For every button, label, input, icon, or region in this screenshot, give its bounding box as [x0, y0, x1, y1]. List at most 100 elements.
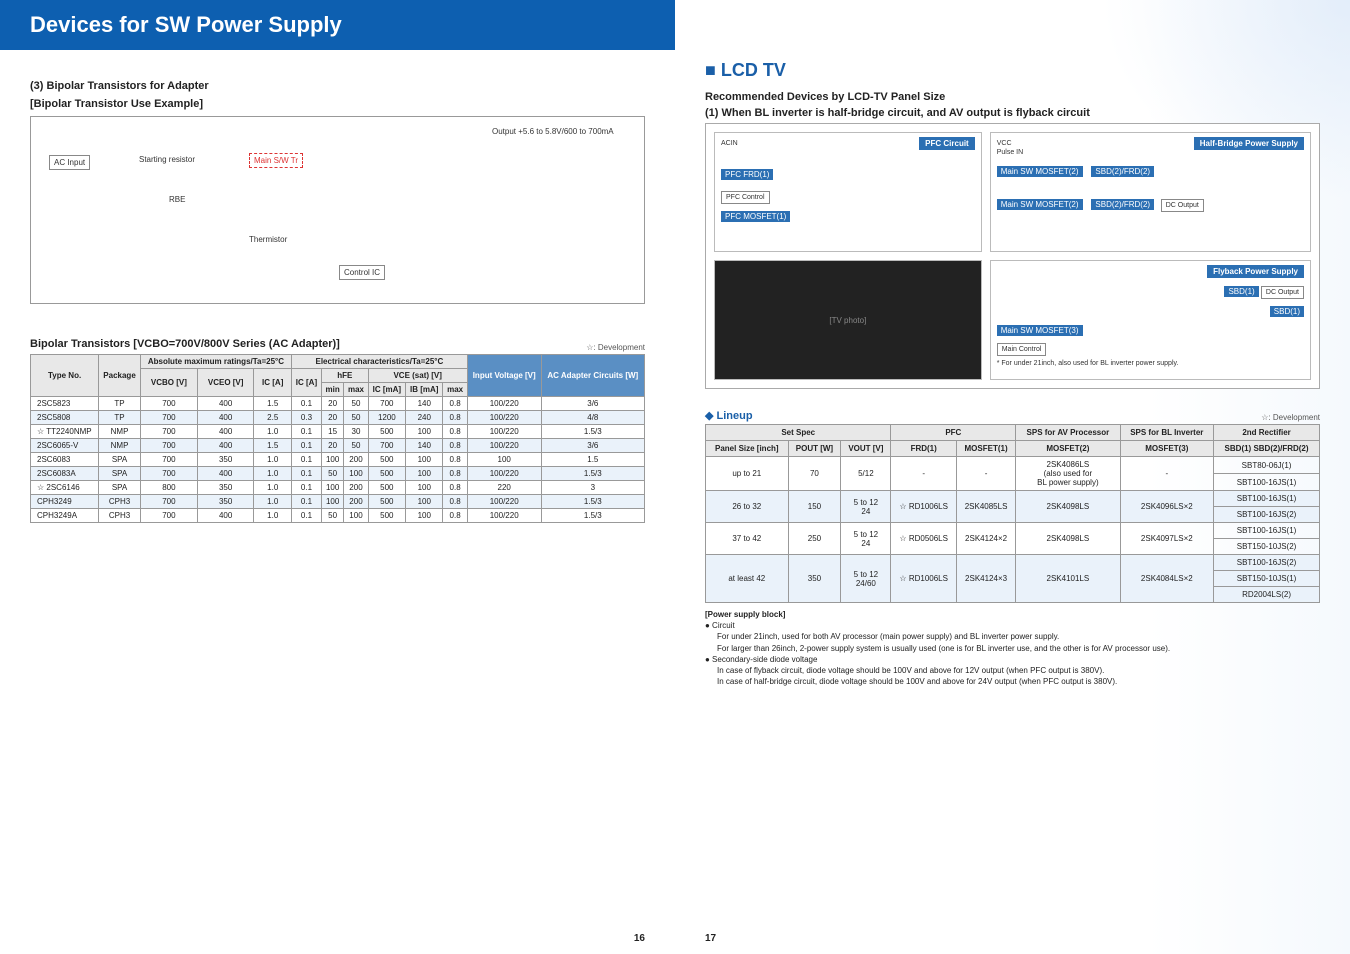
table-cell: 3	[541, 481, 644, 495]
table-cell: 50	[344, 439, 368, 453]
bipolar-tbody: 2SC5823TP7004001.50.120507001400.8100/22…	[31, 397, 645, 523]
table-cell: CPH3249	[31, 495, 99, 509]
fb-dc-out: DC Output	[1261, 286, 1304, 299]
table-cell: 350	[197, 453, 253, 467]
hb-dc-out: DC Output	[1161, 199, 1204, 212]
table-cell: 50	[344, 397, 368, 411]
dev-note-left: ☆: Development	[586, 343, 645, 352]
fn-b1: ● Circuit	[705, 620, 1320, 631]
table-cell: CPH3249A	[31, 509, 99, 523]
table-cell: 3/6	[541, 397, 644, 411]
lcd-tv-text: ■ LCD TV	[705, 60, 786, 80]
table-cell: 700	[140, 411, 197, 425]
th-input-voltage: Input Voltage [V]	[467, 355, 541, 397]
table-cell: NMP	[99, 425, 141, 439]
table-cell: ☆ 2SC6146	[31, 481, 99, 495]
table-cell: SBT100-16JS(2)	[1214, 555, 1320, 571]
th-max: max	[344, 383, 368, 397]
th-package: Package	[99, 355, 141, 397]
table-cell: 0.8	[443, 509, 467, 523]
table-cell: 2.5	[254, 411, 292, 425]
th-sbd: SBD(1) SBD(2)/FRD(2)	[1214, 441, 1320, 457]
table-cell: 1.0	[254, 495, 292, 509]
table-cell: 100	[467, 453, 541, 467]
table-cell: 2SK4086LS(also used forBL power supply)	[1016, 457, 1120, 491]
table-cell: 400	[197, 425, 253, 439]
table-cell: SBT100-16JS(2)	[1214, 507, 1320, 523]
ac-input-box: AC Input	[49, 155, 90, 170]
table-cell: 1.5/3	[541, 495, 644, 509]
table-cell: 500	[368, 481, 405, 495]
table-cell: -	[956, 457, 1015, 491]
table-cell: 200	[344, 453, 368, 467]
rd-grid: PFC Circuit ACIN PFC FRD(1) PFC Control …	[714, 132, 1311, 380]
th-abs-max: Absolute maximum ratings/Ta=25°C	[140, 355, 291, 369]
lineup-tbody: up to 21705/12--2SK4086LS(also used forB…	[706, 457, 1320, 603]
table-cell: 500	[368, 453, 405, 467]
table-cell: 50	[321, 509, 343, 523]
table-row: CPH3249ACPH37004001.00.1501005001000.810…	[31, 509, 645, 523]
table-cell: SBT150-10JS(2)	[1214, 539, 1320, 555]
table-cell: 0.1	[292, 481, 322, 495]
th-mosfet3: MOSFET(3)	[1120, 441, 1214, 457]
table-cell: 20	[321, 439, 343, 453]
flyback-panel: Flyback Power Supply SBD(1) DC Output SB…	[990, 260, 1311, 380]
table-cell: 700	[140, 467, 197, 481]
lineup-thead: Set Spec PFC SPS for AV Processor SPS fo…	[706, 425, 1320, 457]
bipolar-table-title: Bipolar Transistors [VCBO=700V/800V Seri…	[30, 338, 340, 350]
table-cell: CPH3	[99, 495, 141, 509]
page-num-16: 16	[634, 933, 645, 944]
table-cell: up to 21	[706, 457, 789, 491]
table-cell: 0.8	[443, 481, 467, 495]
fb-sbd-chip1: SBD(1)	[1224, 286, 1258, 297]
table-cell: 100	[406, 509, 443, 523]
table-cell: 700	[140, 509, 197, 523]
fb-mosfet-chip: Main SW MOSFET(3)	[997, 325, 1083, 336]
fn-l3: In case of flyback circuit, diode voltag…	[705, 665, 1320, 676]
table-cell: 700	[368, 397, 405, 411]
table-row: CPH3249CPH37003501.00.11002005001000.810…	[31, 495, 645, 509]
table-cell: 100	[344, 509, 368, 523]
table-cell: 1.5/3	[541, 509, 644, 523]
table-cell: 2SK4085LS	[956, 491, 1015, 523]
table-cell: 30	[344, 425, 368, 439]
table-cell: 0.8	[443, 495, 467, 509]
table-cell: 5 to 12 24/60	[841, 555, 891, 603]
table-cell: 100	[406, 481, 443, 495]
table-row: 2SC6083SPA7003501.00.11002005001000.8100…	[31, 453, 645, 467]
page-left: Devices for SW Power Supply (3) Bipolar …	[0, 0, 675, 954]
table-cell: 70	[788, 457, 841, 491]
th-ic-ma: IC [A]	[292, 369, 322, 397]
th-panel-size: Panel Size [inch]	[706, 441, 789, 457]
table-cell: 2SC6083	[31, 453, 99, 467]
table-cell: 20	[321, 411, 343, 425]
table-cell: 100/220	[467, 397, 541, 411]
tv-photo-panel: [TV photo]	[714, 260, 982, 380]
table-cell: SBT150-10JS(1)	[1214, 571, 1320, 587]
lineup-label: ◆ Lineup	[705, 409, 753, 422]
right-diagram-wrap: PFC Circuit ACIN PFC FRD(1) PFC Control …	[705, 123, 1320, 389]
fb-note: * For under 21inch, also used for BL inv…	[997, 360, 1304, 367]
table-cell: 2SK4124×3	[956, 555, 1015, 603]
table-row: 2SC6065-VNMP7004001.50.120507001400.8100…	[31, 439, 645, 453]
table-cell: 140	[406, 439, 443, 453]
fn-l4: In case of half-bridge circuit, diode vo…	[705, 676, 1320, 687]
table-cell: 100/220	[467, 425, 541, 439]
bipolar-thead: Type No. Package Absolute maximum rating…	[31, 355, 645, 397]
table-cell: 0.8	[443, 397, 467, 411]
th-ac-adapter: AC Adapter Circuits [W]	[541, 355, 644, 397]
section3-label: (3) Bipolar Transistors for Adapter	[30, 80, 645, 92]
table-cell: 2SK4084LS×2	[1120, 555, 1214, 603]
table-row: 2SC5823TP7004001.50.120507001400.8100/22…	[31, 397, 645, 411]
table-cell: 0.8	[443, 439, 467, 453]
table-cell: 100	[406, 467, 443, 481]
doc-title: Devices for SW Power Supply	[0, 0, 675, 50]
table-row: 26 to 321505 to 12 24☆ RD1006LS2SK4085LS…	[706, 491, 1320, 507]
th-ic-a: IC [A]	[254, 369, 292, 397]
table-cell: 37 to 42	[706, 523, 789, 555]
th-type-no: Type No.	[31, 355, 99, 397]
table-cell: ☆ TT2240NMP	[31, 425, 99, 439]
th-min: min	[321, 383, 343, 397]
table-cell: 700	[140, 425, 197, 439]
table-cell: 1200	[368, 411, 405, 425]
